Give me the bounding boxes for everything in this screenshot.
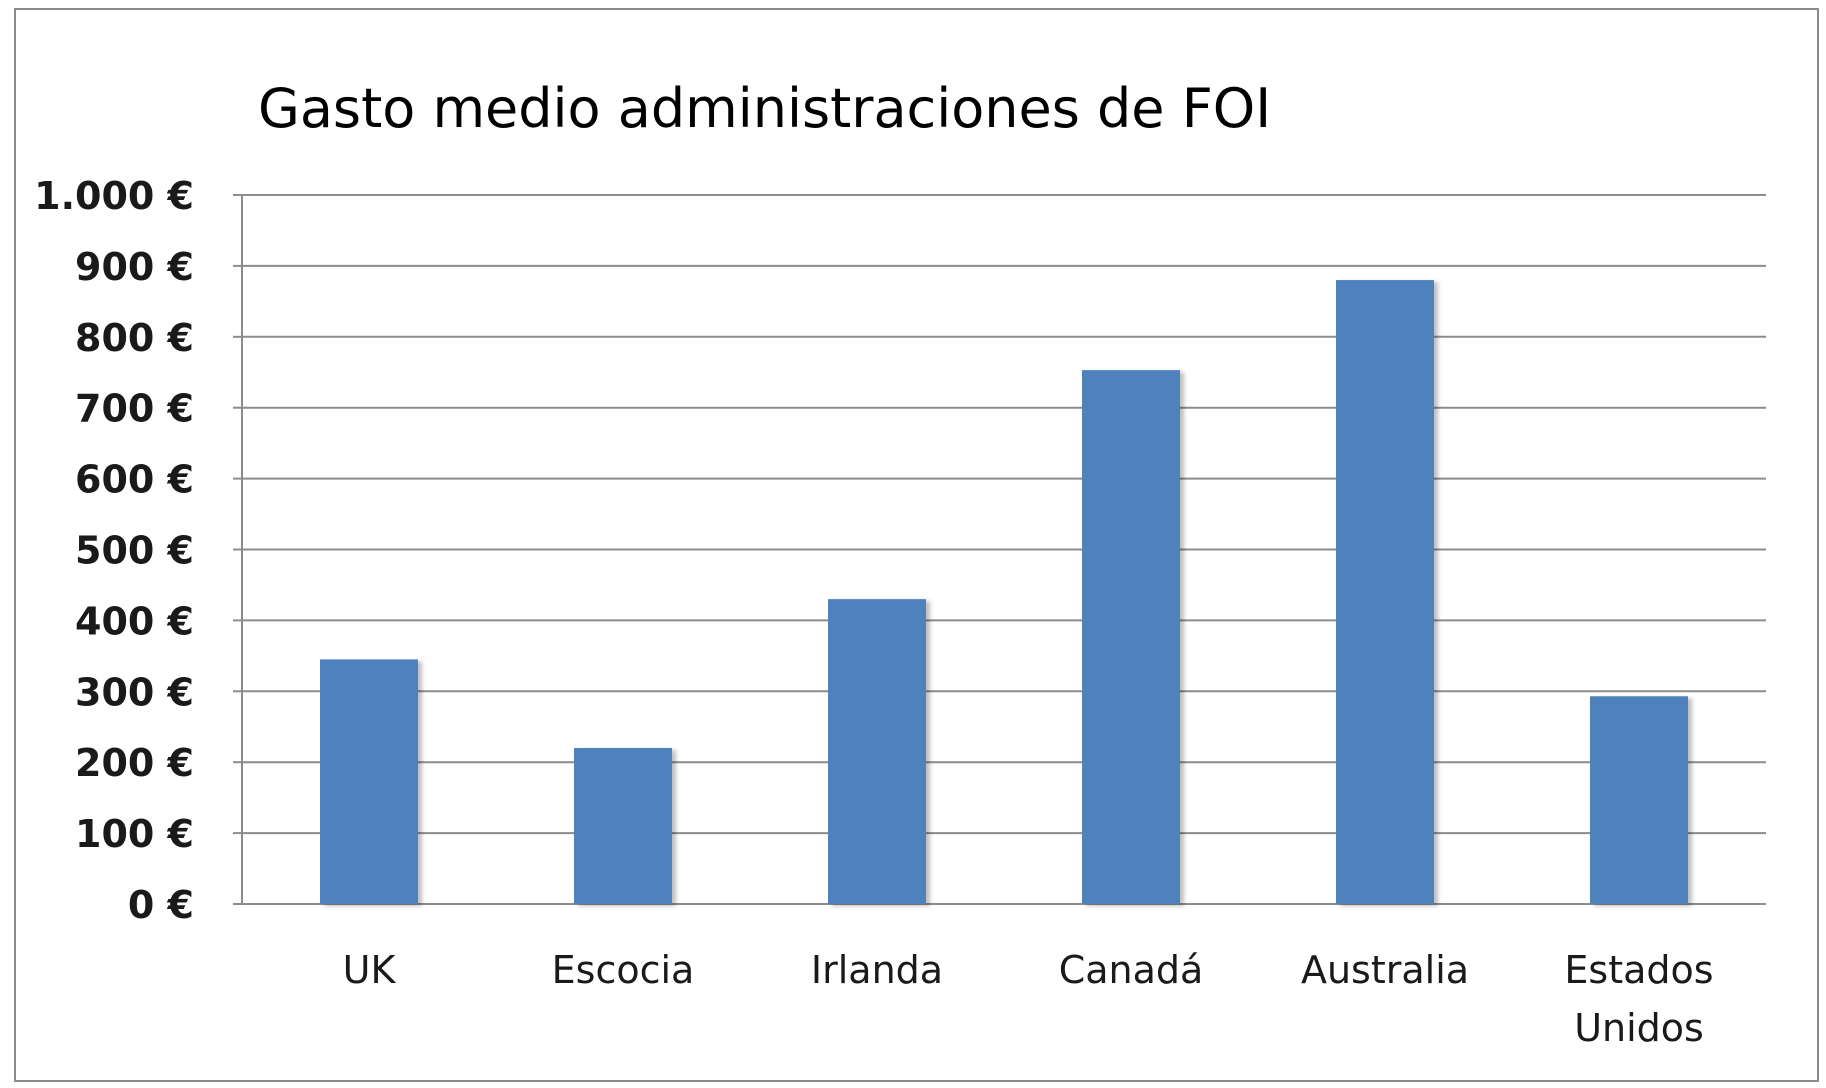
bar (1082, 370, 1180, 904)
y-tick-label: 1.000 € (34, 174, 194, 218)
x-tick-label-line: Australia (1301, 948, 1469, 992)
bar (320, 659, 418, 904)
y-tick-label: 200 € (75, 741, 194, 785)
y-tick-label: 400 € (75, 599, 194, 643)
chart-title: Gasto medio administraciones de FOI (258, 77, 1271, 140)
x-tick-label: Estados Unidos (1564, 948, 1713, 1050)
x-tick-label-line: Estados (1564, 948, 1713, 992)
bar (1336, 280, 1434, 905)
grid-layer (233, 194, 1766, 905)
x-tick-label-line: Irlanda (811, 948, 943, 992)
bar (828, 599, 926, 904)
y-tick-label: 0 € (128, 883, 194, 927)
x-tick-label: UK (343, 948, 397, 992)
x-tick-label: Australia (1301, 948, 1469, 992)
y-tick-label: 700 € (75, 387, 194, 431)
y-tick-label: 800 € (75, 316, 194, 360)
y-tick-label: 600 € (75, 458, 194, 502)
x-tick-label: Canadá (1059, 948, 1204, 992)
x-tick-label: Irlanda (811, 948, 943, 992)
y-tick-label: 100 € (75, 812, 194, 856)
x-tick-label-line: Canadá (1059, 948, 1204, 992)
x-tick-label-line: Unidos (1574, 1006, 1704, 1050)
bar (574, 748, 672, 904)
y-tick-label: 500 € (75, 529, 194, 573)
x-tick-label-line: UK (343, 948, 397, 992)
x-axis: UK Escocia Irlanda Canadá Australia Estados Un… (343, 948, 1714, 1050)
y-axis: 0 € 100 € 200 € 300 € 400 € 500 € 600 € 700 € 80… (34, 174, 194, 927)
x-tick-label: Escocia (552, 948, 695, 992)
bar (1590, 696, 1688, 904)
x-tick-label-line: Escocia (552, 948, 695, 992)
bars (320, 280, 1688, 905)
y-tick-label: 300 € (75, 670, 194, 714)
y-tick-label: 900 € (75, 245, 194, 289)
